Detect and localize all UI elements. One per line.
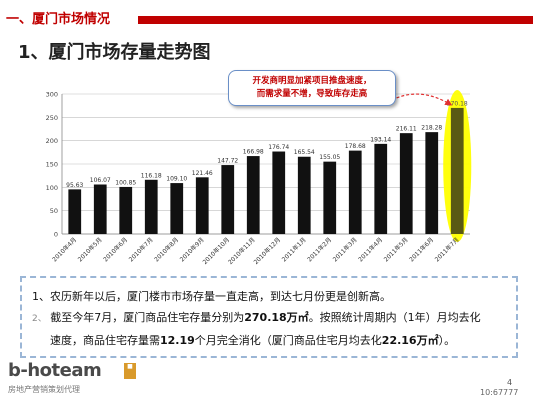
- note-2-text-c: 速度，商品住宅存量需: [50, 334, 160, 347]
- section-header: 一、厦门市场情况: [0, 6, 533, 28]
- note-2-text-d: 个月完全消化（厦门商品住宅月均去化: [194, 334, 382, 347]
- note-2-value-months: 12.19: [160, 334, 195, 347]
- logo-name: b-hoteam: [8, 360, 102, 381]
- bar: [399, 133, 413, 234]
- note-1-text: 农历新年以后，厦门楼市市场存量一直走高，到达七月份更是创新高。: [50, 290, 391, 303]
- data-label: 193.14: [370, 136, 391, 143]
- x-tick-label: 2011年4月: [357, 236, 385, 264]
- x-axis: 2010年4月2010年5月2010年6月2010年7月2010年8月2010年…: [51, 236, 461, 266]
- x-tick-label: 2011年7月: [433, 236, 461, 264]
- data-label: 166.98: [243, 149, 264, 156]
- company-logo: b-hoteam ■ 房地产营销策划代理: [6, 360, 156, 396]
- callout-box: 开发商明显加紧项目推盘速度， 而需求量不增，导致库存走高: [228, 70, 396, 106]
- y-tick-label: 200: [46, 137, 58, 145]
- bar: [119, 186, 133, 234]
- bar: [348, 150, 362, 234]
- bar: [195, 177, 209, 234]
- data-label: 155.05: [319, 154, 340, 161]
- y-tick-label: 100: [46, 184, 58, 192]
- data-label: 178.68: [345, 143, 366, 150]
- callout-line-2: 而需求量不增，导致库存走高: [256, 89, 368, 99]
- x-tick-label: 2011年5月: [382, 236, 410, 264]
- x-tick-label: 2011年1月: [280, 236, 308, 264]
- y-tick-label: 50: [50, 207, 58, 215]
- note-1-number: 1、: [32, 290, 50, 303]
- bar: [297, 156, 311, 234]
- note-2-text-b: 。按照统计周期内（1年）月均去化: [308, 311, 481, 324]
- bar: [374, 143, 388, 234]
- data-label: 147.72: [217, 158, 238, 165]
- inventory-bar-chart: 0 50 100 150 200 250 300 95.63 106.07 100.85 116.…: [46, 90, 472, 266]
- bar: [221, 165, 235, 234]
- logo-subtitle: 房地产营销策划代理: [8, 385, 80, 394]
- bar: [272, 151, 286, 234]
- note-2-number: 2、: [32, 314, 47, 324]
- note-2: 2、 截至今年7月，厦门商品住宅存量分别为270.18万㎡。按照统计周期内（1年…: [32, 307, 506, 330]
- bar: [425, 132, 439, 234]
- bar: [144, 179, 158, 234]
- y-tick-label: 0: [54, 231, 58, 239]
- page-title: 1、厦门市场存量走势图: [18, 42, 211, 63]
- logo-mark-icon: ■: [124, 363, 136, 379]
- callout-line-1: 开发商明显加紧项目推盘速度，: [252, 76, 372, 86]
- data-label: 216.11: [396, 126, 417, 133]
- data-label: 95.63: [66, 182, 83, 189]
- data-label: 176.74: [268, 144, 289, 151]
- notes-box: 1、农历新年以后，厦门楼市市场存量一直走高，到达七月份更是创新高。 2、 截至今…: [20, 276, 518, 358]
- y-tick-label: 250: [46, 114, 58, 122]
- note-2-value-monthly: 22.16万㎡: [381, 334, 439, 347]
- note-1: 1、农历新年以后，厦门楼市市场存量一直走高，到达七月份更是创新高。: [32, 286, 506, 307]
- data-label: 106.07: [90, 177, 111, 184]
- data-label: 121.46: [192, 170, 213, 177]
- data-label: 116.18: [141, 172, 162, 179]
- section-title: 一、厦门市场情况: [6, 12, 111, 27]
- x-tick-label: 2010年4月: [51, 236, 79, 264]
- data-label: 109.10: [166, 176, 187, 183]
- trend-arrow: [391, 93, 453, 106]
- data-label: 100.85: [115, 179, 136, 186]
- y-tick-label: 300: [46, 91, 58, 99]
- x-tick-label: 2010年9月: [178, 236, 206, 264]
- y-tick-label: 150: [46, 161, 58, 169]
- x-tick-label: 2011年3月: [331, 236, 359, 264]
- bar: [323, 161, 337, 234]
- bars: [68, 107, 464, 234]
- bar: [93, 184, 107, 234]
- note-2-text-e: ）。: [438, 334, 456, 347]
- x-tick-label: 2010年12月: [252, 236, 282, 266]
- page-number: 4: [507, 378, 513, 387]
- x-tick-label: 2010年5月: [76, 236, 104, 264]
- x-tick-label: 2010年7月: [127, 236, 155, 264]
- value-labels: 95.63 106.07 100.85 116.18 109.10 121.46 147.7…: [66, 100, 468, 188]
- bar: [450, 107, 464, 234]
- x-tick-label: 2011年6月: [408, 236, 436, 264]
- data-label: 165.54: [294, 149, 315, 156]
- x-tick-label: 2011年2月: [306, 236, 334, 264]
- trend-arrow-path: [391, 93, 453, 106]
- footer-code: 10:67777: [480, 388, 519, 397]
- x-tick-label: 2010年6月: [102, 236, 130, 264]
- bar: [246, 156, 260, 234]
- note-2-continued: 速度，商品住宅存量需12.19个月完全消化（厦门商品住宅月均去化22.16万㎡）…: [32, 330, 506, 351]
- data-label: 218.28: [421, 125, 442, 132]
- data-label: 270.18: [447, 100, 468, 107]
- note-2-text-a: 截至今年7月，厦门商品住宅存量分别为: [50, 311, 245, 324]
- x-tick-label: 2010年8月: [153, 236, 181, 264]
- bar: [170, 183, 184, 234]
- bar: [68, 189, 82, 234]
- section-bar: [138, 16, 533, 24]
- note-2-value-stock: 270.18万㎡: [244, 311, 309, 324]
